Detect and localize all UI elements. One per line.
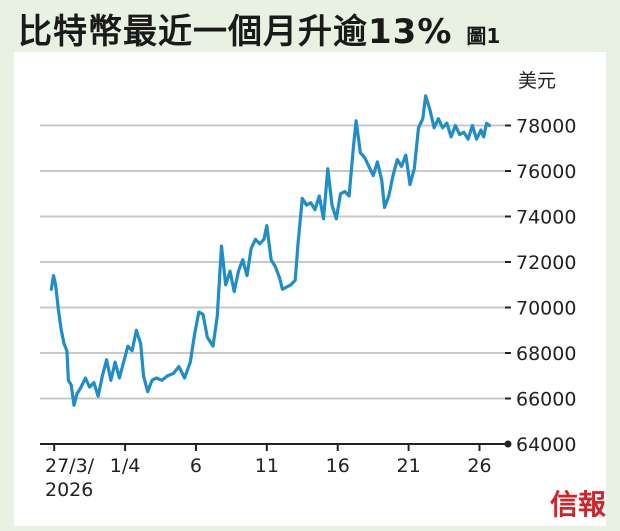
price-line <box>49 94 491 407</box>
x-tick-label: 11 <box>255 455 279 477</box>
y-tick-label: 64000 <box>516 434 576 456</box>
chart-title-row: 比特幣最近一個月升逾13% 圖1 <box>18 4 500 52</box>
figure-label: 圖1 <box>466 24 501 48</box>
axis-end-dot <box>504 440 512 448</box>
y-tick-label: 68000 <box>516 343 576 365</box>
y-tick-label: 74000 <box>516 207 576 229</box>
x-tick-label: 1/4 <box>110 455 141 477</box>
y-tick-label: 76000 <box>516 161 576 183</box>
x-tick-label: 6 <box>190 455 202 477</box>
y-axis-label: 美元 <box>518 70 556 92</box>
publisher-logo: 信報 <box>549 488 606 521</box>
y-tick-label: 78000 <box>516 116 576 138</box>
y-tick-label: 66000 <box>516 389 576 411</box>
x-tick-label: 27/3/ <box>45 455 95 477</box>
x-tick-label: 21 <box>397 455 421 477</box>
chart-title: 比特幣最近一個月升逾13% <box>18 12 453 52</box>
y-tick-label: 70000 <box>516 298 576 320</box>
x-tick-label: 16 <box>326 455 350 477</box>
y-tick-label: 72000 <box>516 252 576 274</box>
x-tick-label: 26 <box>467 455 491 477</box>
x-tick-label: 2026 <box>45 479 93 501</box>
